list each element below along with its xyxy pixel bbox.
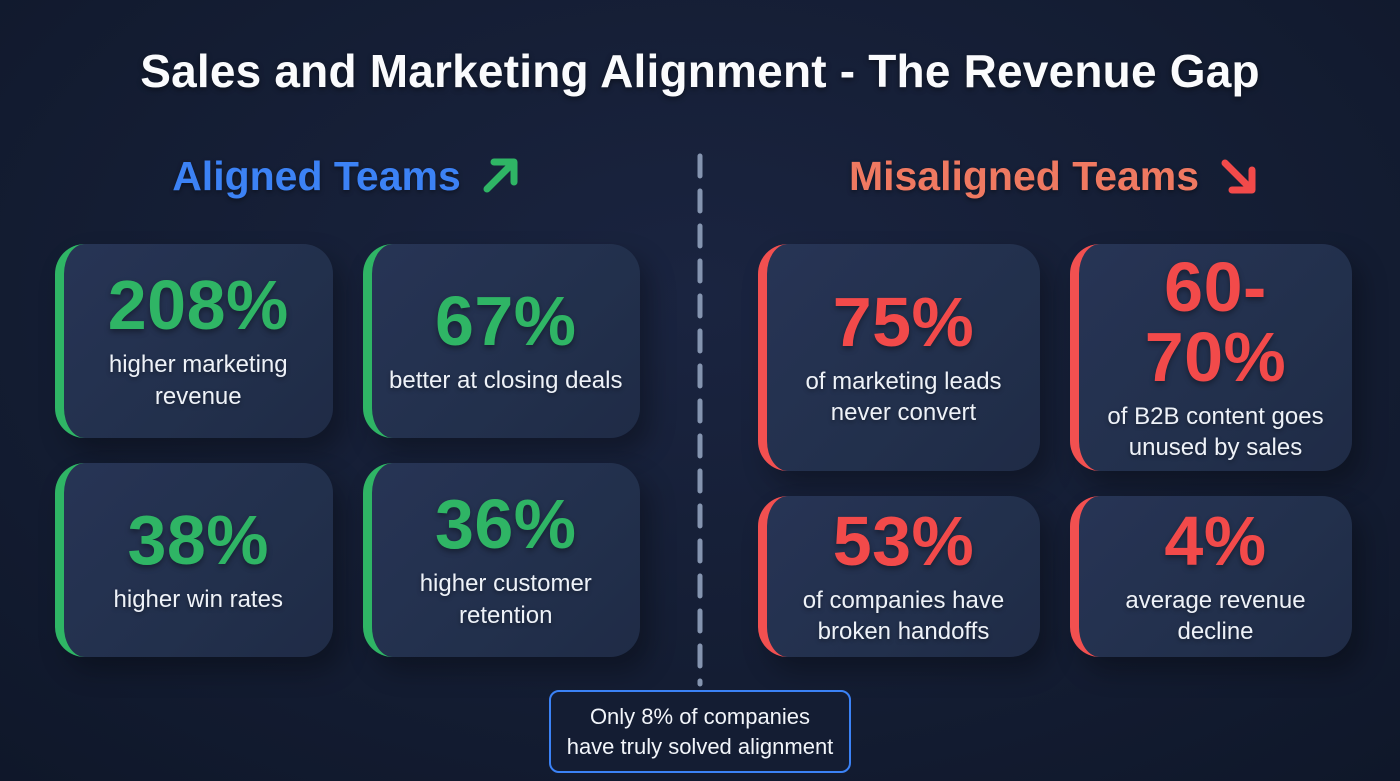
arrow-down-right-icon (1215, 153, 1261, 199)
aligned-stats-grid: 208% higher marketing revenue 67% better… (55, 244, 640, 657)
stat-label: higher win rates (113, 585, 283, 613)
stat-label: higher customer retention (419, 570, 592, 629)
aligned-teams-label: Aligned Teams (172, 152, 461, 199)
page-title: Sales and Marketing Alignment - The Reve… (140, 45, 1260, 97)
misaligned-stats-grid: 75% of marketing leads never convert 60-… (758, 244, 1352, 657)
stat-card-better-at-closing-deals: 67% better at closing deals (362, 244, 640, 438)
stat-card-revenue-decline: 4% average revenue decline (1070, 496, 1352, 657)
alignment-callout-note: Only 8% of companies have truly solved a… (549, 690, 851, 774)
stat-card-broken-handoffs: 53% of companies have broken handoffs (758, 496, 1040, 657)
stat-label: better at closing deals (389, 366, 623, 394)
stat-value: 75% (832, 283, 975, 361)
stat-label: of companies have broken handoffs (802, 587, 1005, 646)
stat-value: 60-70% (1144, 248, 1287, 396)
stat-card-leads-never-convert: 75% of marketing leads never convert (758, 244, 1040, 472)
stat-label: of B2B content goes unused by sales (1107, 403, 1324, 462)
stat-value: 53% (832, 502, 975, 580)
stat-card-content-unused: 60-70% of B2B content goes unused by sal… (1070, 244, 1352, 472)
stat-value: 4% (1164, 502, 1267, 580)
stat-card-higher-win-rates: 38% higher win rates (55, 463, 333, 657)
misaligned-teams-label: Misaligned Teams (848, 152, 1200, 199)
divider-dashed-line (697, 148, 703, 695)
misaligned-teams-header: Misaligned Teams (758, 148, 1352, 204)
stat-label: higher marketing revenue (108, 351, 288, 410)
aligned-teams-header: Aligned Teams (55, 148, 640, 204)
stat-value: 208% (107, 266, 289, 345)
stat-value: 38% (127, 500, 270, 579)
stat-card-higher-customer-retention: 36% higher customer retention (362, 463, 640, 657)
stat-value: 67% (434, 281, 577, 360)
stat-label: average revenue decline (1125, 587, 1306, 646)
stat-label: of marketing leads never convert (805, 368, 1002, 427)
arrow-up-right-icon (477, 153, 523, 199)
stat-value: 36% (434, 485, 577, 564)
stat-card-higher-marketing-revenue: 208% higher marketing revenue (55, 244, 333, 438)
